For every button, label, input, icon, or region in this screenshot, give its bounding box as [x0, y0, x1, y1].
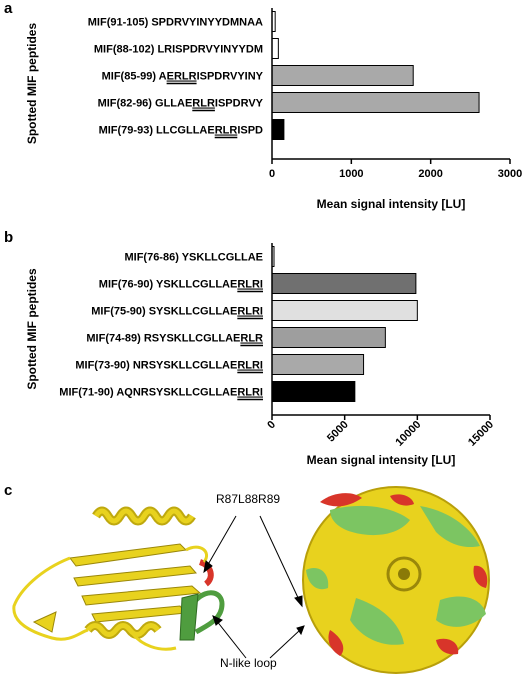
panel-c-label: c [4, 482, 13, 499]
panel-a-bar-2 [271, 65, 414, 86]
panel-b-x-tick-label-1: 5000 [325, 419, 351, 445]
panel-b-x-tick-label-3: 15000 [466, 419, 496, 449]
panel-a-row-label-3: MIF(82-96) GLLAERLRISPDRVY [98, 98, 264, 110]
panel-b-bar-2 [271, 300, 418, 321]
surface-patch-red-1 [320, 493, 362, 507]
surface-structure [302, 486, 490, 674]
ribbon-loop-left [12, 556, 89, 641]
arrowhead-loop-ribbon [212, 615, 223, 626]
surface-patch-green-1 [330, 505, 410, 536]
panel-b-bar-4 [271, 354, 365, 375]
panel-b-ylabel: Spotted MIF peptides [25, 268, 39, 390]
ribbon-loop-bottom [128, 629, 177, 651]
arrowhead-r87-ribbon [203, 560, 213, 574]
ribbon-red-segment [198, 559, 214, 587]
panel-b-xlabel: Mean signal intensity [LU] [307, 453, 456, 467]
surface-center-ring [386, 556, 422, 592]
ribbon-coil-top [185, 545, 209, 563]
panel-b-label: b [4, 229, 14, 246]
arrowhead-loop-surface [296, 625, 305, 636]
arrowhead-r87-surface [294, 595, 303, 608]
surface-patch-green-3 [350, 598, 404, 645]
arrow-loop-to-ribbon [215, 619, 247, 659]
ribbon-sheet-2 [73, 565, 197, 587]
ribbon-green-arrow [179, 593, 199, 641]
chart-panel-a: Spotted MIF peptides MIF(91-105) SPDRVYIN… [25, 8, 522, 211]
panel-a-x-tick-label-0: 0 [269, 168, 275, 180]
panel-a-bar-4 [271, 119, 285, 140]
surface-patch-green-5 [306, 568, 329, 590]
panel-b-x-tick-label-0: 0 [265, 419, 278, 432]
panel-b-row-label-4: MIF(73-90) NRSYSKLLCGLLAERLRI [75, 360, 263, 372]
ribbon-structure [12, 506, 225, 651]
panel-a-bar-1 [271, 38, 279, 59]
panel-b-bar-5 [271, 381, 356, 402]
panel-a-x-tick-label-1: 1000 [339, 168, 363, 180]
panel-c: R87L88R89 N-like loop [0, 480, 524, 685]
panel-b-x-tick-label-2: 10000 [393, 419, 423, 449]
annotation-n-like-loop: N-like loop [220, 656, 277, 670]
panel-a-ylabel: Spotted MIF peptides [25, 23, 39, 145]
surface-patch-green-2 [420, 506, 480, 548]
surface-patch-red-3 [328, 630, 344, 656]
ribbon-green-loop [194, 590, 225, 635]
panel-a-row-label-4: MIF(79-93) LLCGLLAERLRISPD [99, 125, 263, 137]
panel-a-bar-3 [271, 92, 480, 113]
surface-patch-red-5 [390, 494, 414, 506]
panel-a-label: a [4, 0, 13, 17]
ribbon-arrow-left [32, 611, 57, 633]
ribbon-sheet-4 [91, 605, 188, 623]
ribbon-sheet-1 [69, 543, 188, 567]
panel-b-row-label-0: MIF(76-86) YSKLLCGLLAE [124, 252, 263, 264]
surface-center-hole [398, 568, 410, 580]
panel-b-row-label-2: MIF(75-90) SYSKLLCGLLAERLRI [91, 306, 263, 318]
surface-patch-red-4 [436, 638, 459, 655]
chart-panel-b: Spotted MIF peptides MIF(76-86) YSKLLCGLL… [25, 243, 496, 467]
panel-a-row-label-2: MIF(85-99) AERLRISPDRVYINY [102, 71, 264, 83]
ribbon-helix-1-face [93, 508, 195, 524]
panel-b-row-label-5: MIF(71-90) AQNRSYSKLLCGLLAERLRI [59, 387, 263, 399]
panel-b-bar-3 [271, 327, 386, 348]
structure-illustration [12, 486, 490, 674]
ribbon-helix-2-face [86, 623, 160, 637]
panel-b-row-label-1: MIF(76-90) YSKLLCGLLAERLRI [99, 279, 263, 291]
surface-patch-green-4 [436, 596, 486, 627]
panel-a-x-tick-label-2: 2000 [418, 168, 442, 180]
panel-a-x-tick-label-3: 3000 [498, 168, 522, 180]
arrow-r87-to-surface [259, 515, 301, 603]
annotation-arrows [203, 515, 305, 659]
panel-a-xlabel: Mean signal intensity [LU] [317, 197, 466, 211]
panel-b-bar-1 [271, 273, 417, 294]
ribbon-sheet-3 [81, 585, 202, 606]
arrow-r87-to-ribbon [205, 515, 237, 569]
panel-a-row-label-1: MIF(88-102) LRISPDRVYINYYDM [94, 44, 263, 56]
panel-a-row-label-0: MIF(91-105) SPDRVYINYYDMNAA [88, 17, 263, 29]
panel-b-row-label-3: MIF(74-89) RSYSKLLCGLLAERLR [86, 333, 263, 345]
arrow-loop-to-surface [269, 629, 301, 659]
surface-patch-red-2 [473, 565, 488, 588]
annotation-r87l88r89: R87L88R89 [216, 492, 281, 506]
